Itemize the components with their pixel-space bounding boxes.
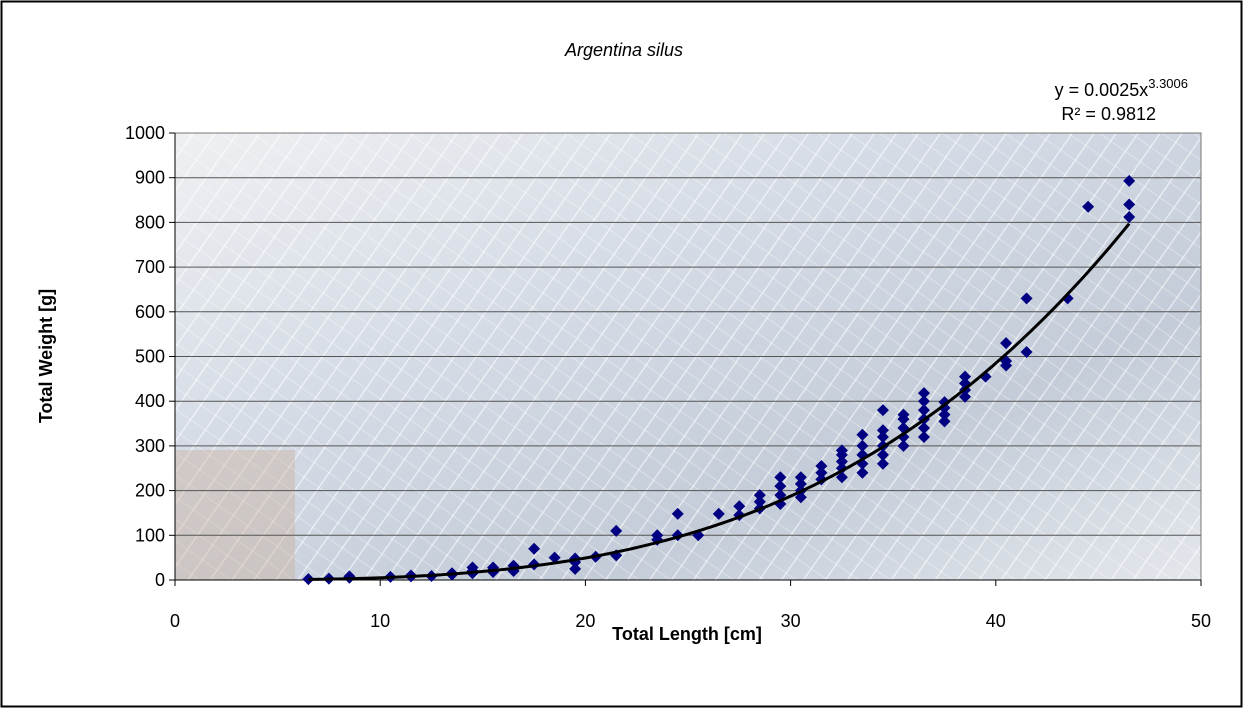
data-point xyxy=(1123,211,1136,224)
data-point xyxy=(856,428,869,441)
data-point xyxy=(774,480,787,493)
data-point xyxy=(753,489,766,502)
x-tick-label: 40 xyxy=(986,611,1006,631)
data-point xyxy=(959,390,972,403)
data-point xyxy=(794,477,807,490)
equation-coefficient: 0.0025 xyxy=(1084,80,1139,100)
data-point xyxy=(528,542,541,555)
data-point xyxy=(938,408,951,421)
y-tick-label: 400 xyxy=(135,391,165,411)
data-point xyxy=(876,448,889,461)
r-squared: R² = 0.9812 xyxy=(1061,104,1156,124)
y-tick-label: 600 xyxy=(135,302,165,322)
data-point xyxy=(897,439,910,452)
data-point xyxy=(815,466,828,479)
data-point xyxy=(671,507,684,520)
x-tick-label: 10 xyxy=(370,611,390,631)
r-squared-value: 0.9812 xyxy=(1101,104,1156,124)
data-point xyxy=(794,471,807,484)
data-point xyxy=(876,424,889,437)
data-point xyxy=(876,430,889,443)
data-point xyxy=(1123,198,1136,211)
data-point xyxy=(917,404,930,417)
y-tick-label: 500 xyxy=(135,347,165,367)
data-point xyxy=(569,562,582,575)
equation-variable: x xyxy=(1139,80,1148,100)
data-point xyxy=(1082,200,1095,213)
equation-exponent: 3.3006 xyxy=(1148,76,1188,91)
data-point xyxy=(856,466,869,479)
data-point xyxy=(917,395,930,408)
y-tick-label: 300 xyxy=(135,436,165,456)
data-point xyxy=(712,507,725,520)
data-point xyxy=(959,370,972,383)
data-point xyxy=(856,439,869,452)
data-point xyxy=(548,551,561,564)
data-point xyxy=(917,430,930,443)
data-point xyxy=(1020,346,1033,359)
x-tick-label: 50 xyxy=(1191,611,1211,631)
data-point xyxy=(835,471,848,484)
x-axis-label: Total Length [cm] xyxy=(612,624,762,644)
trendline-equation: y = 0.0025x3.3006 xyxy=(1055,76,1188,100)
y-tick-label: 0 xyxy=(155,570,165,590)
data-point xyxy=(897,430,910,443)
y-axis-label: Total Weight [g] xyxy=(36,289,56,423)
r-squared-prefix: R² = xyxy=(1061,104,1101,124)
data-point xyxy=(815,460,828,473)
data-point xyxy=(1123,174,1136,187)
y-tick-label: 700 xyxy=(135,257,165,277)
data-point xyxy=(1000,337,1013,350)
data-point xyxy=(897,408,910,421)
data-point xyxy=(938,396,951,409)
data-point xyxy=(651,529,664,542)
y-tick-label: 100 xyxy=(135,525,165,545)
y-tick-label: 900 xyxy=(135,168,165,188)
data-point xyxy=(774,471,787,484)
y-tick-label: 800 xyxy=(135,212,165,232)
data-point xyxy=(938,415,951,428)
data-point xyxy=(466,561,479,574)
data-point xyxy=(835,444,848,457)
data-point xyxy=(835,455,848,468)
data-point xyxy=(876,457,889,470)
data-point xyxy=(610,524,623,537)
data-point xyxy=(753,495,766,508)
x-tick-label: 30 xyxy=(781,611,801,631)
y-tick-label: 1000 xyxy=(125,123,165,143)
equation-prefix: y = xyxy=(1055,80,1085,100)
trendline xyxy=(308,222,1131,581)
data-point xyxy=(876,404,889,417)
data-point xyxy=(917,387,930,400)
data-point xyxy=(1020,292,1033,305)
plot-texture xyxy=(175,450,295,580)
x-tick-label: 20 xyxy=(575,611,595,631)
data-point xyxy=(733,500,746,513)
chart-title: Argentina silus xyxy=(564,40,683,60)
x-tick-label: 0 xyxy=(170,611,180,631)
y-tick-label: 200 xyxy=(135,481,165,501)
data-point xyxy=(917,422,930,435)
